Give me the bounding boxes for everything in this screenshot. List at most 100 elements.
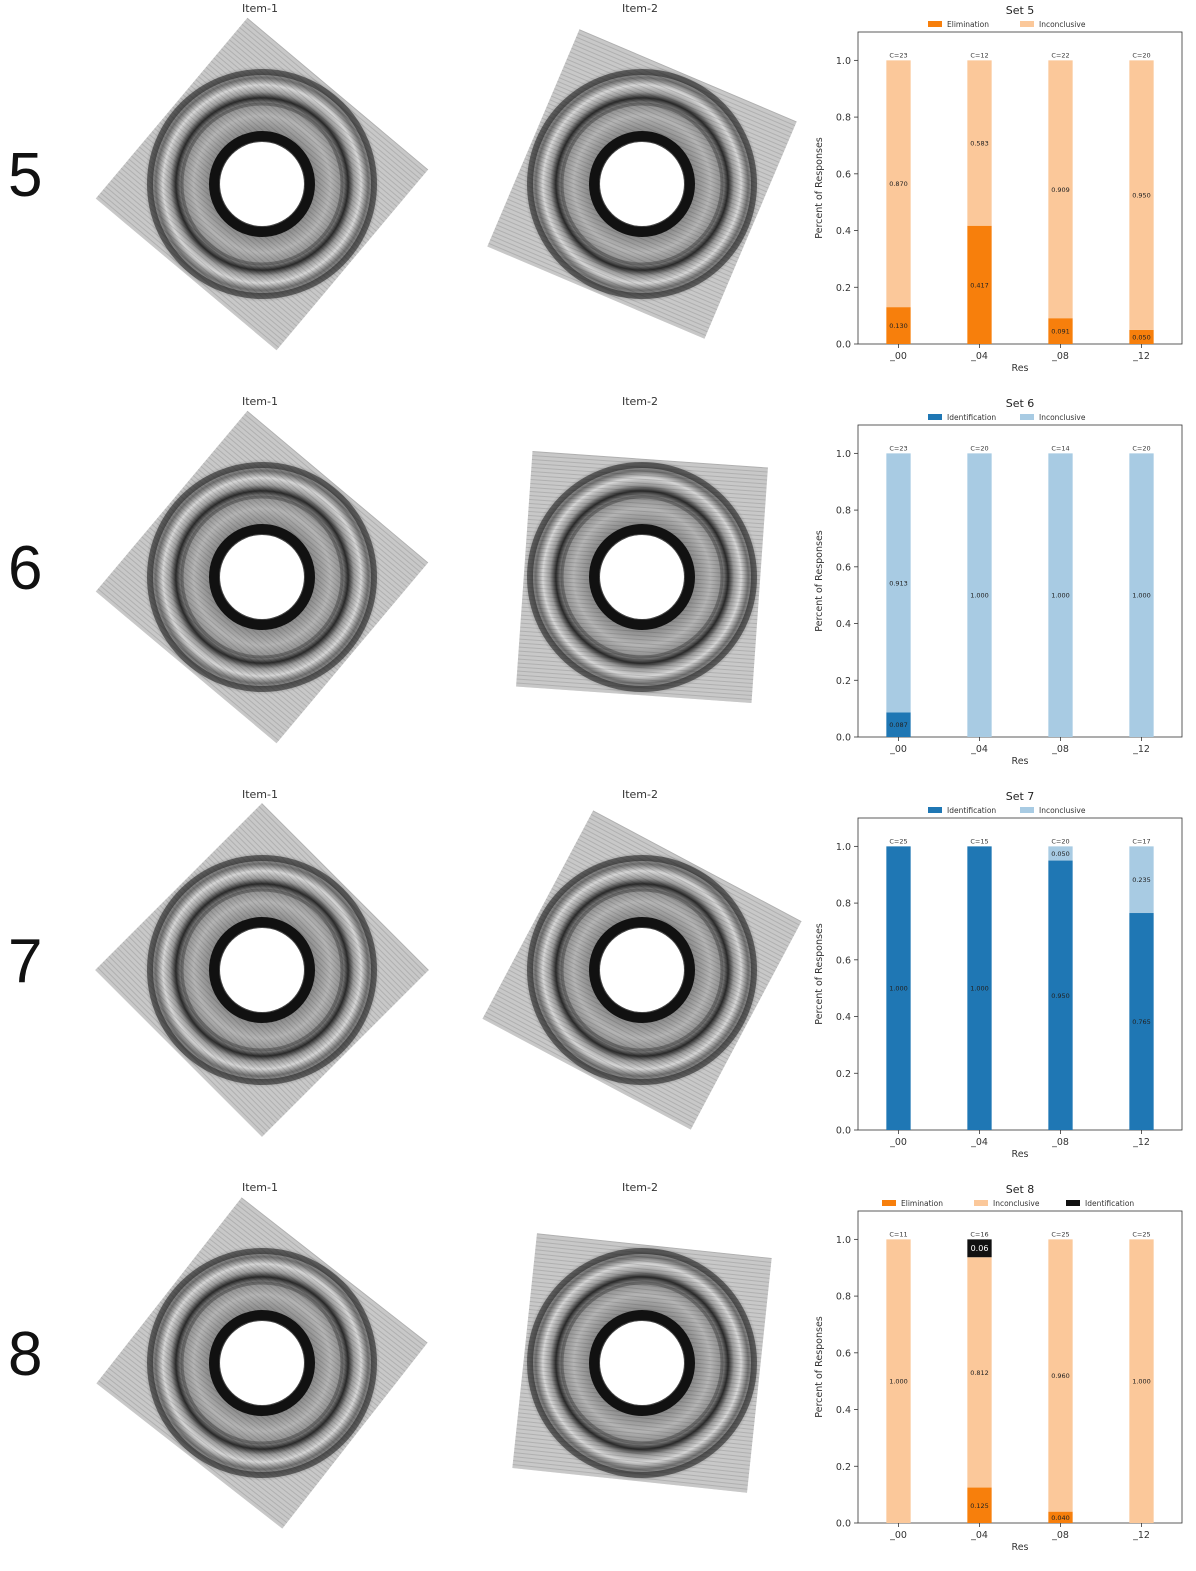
y-tick-label: 1.0 (836, 56, 851, 67)
bar-value-label: 1.000 (970, 592, 989, 600)
chart-title: Set 5 (1006, 4, 1035, 17)
bar-value-label: 1.000 (1051, 592, 1070, 600)
stacked-bar-chart: Set 5 Elimination Inconclusive 0.0 0.2 0.4 0.6… (814, 4, 1183, 374)
bar-value-label: 0.130 (889, 322, 908, 330)
hole-shadow (209, 131, 315, 237)
legend-swatch (928, 807, 942, 813)
plot-frame (857, 1210, 1183, 1524)
bar-value-label: 0.913 (889, 579, 908, 587)
bar-segment (1048, 860, 1073, 1130)
y-tick-label: 0.6 (836, 562, 851, 573)
hole-shadow (209, 524, 315, 630)
item-1-title: Item-1 (241, 395, 278, 408)
bar-count-label: C=25 (889, 837, 907, 845)
bar-value-label: 0.870 (889, 180, 908, 188)
legend-label: Identification (1085, 1199, 1134, 1208)
outer-ring (147, 855, 377, 1085)
x-tick-label: _12 (1132, 351, 1150, 362)
bar-value-label: 0.960 (1051, 1372, 1070, 1380)
x-tick-label: _04 (970, 1530, 988, 1541)
inner-ring (560, 102, 724, 266)
bar-value-label: 0.125 (970, 1502, 989, 1510)
x-tick-label: _00 (889, 351, 907, 362)
center-hole (220, 142, 304, 226)
x-tick-label: _12 (1132, 744, 1150, 755)
chart-title: Set 7 (1006, 790, 1035, 803)
y-tick-label: 0.0 (836, 340, 851, 351)
set-row: 8 Item-1 Item-2 Set 8 Elimination Inconclusiv… (0, 1179, 1196, 1571)
set-number: 6 (8, 534, 43, 603)
bar-value-label: 0.06 (971, 1244, 989, 1253)
bar-segment (1048, 318, 1073, 344)
bar-segment (1129, 60, 1154, 330)
x-tick-label: _00 (889, 744, 907, 755)
item-surface-image (95, 17, 429, 351)
legend-swatch (1066, 1200, 1080, 1206)
y-tick-label: 0.0 (836, 1519, 851, 1530)
item-1-title: Item-1 (241, 788, 278, 801)
legend-label: Inconclusive (1039, 413, 1086, 422)
bar-segment (886, 307, 911, 344)
stacked-bar-chart: Set 7 Identification Inconclusive 0.0 0.2 0.4… (814, 790, 1183, 1160)
x-tick-label: _04 (970, 1137, 988, 1148)
x-tick-label: _08 (1051, 1137, 1069, 1148)
bar-value-label: 0.040 (1051, 1514, 1070, 1522)
item-2-title: Item-2 (621, 395, 658, 408)
inner-ring (560, 888, 724, 1052)
bar-count-label: C=25 (1132, 1230, 1150, 1238)
bar-segment (1129, 453, 1154, 737)
bar-count-label: C=12 (970, 51, 988, 59)
outer-ring (527, 855, 757, 1085)
bar-value-label: 0.765 (1132, 1018, 1151, 1026)
legend-swatch (1020, 414, 1034, 420)
x-axis-label: Res (1012, 363, 1029, 374)
x-tick-label: _00 (889, 1137, 907, 1148)
bar-value-label: 0.950 (1051, 992, 1070, 1000)
outer-ring (527, 462, 757, 692)
bar-count-label: C=25 (1051, 1230, 1069, 1238)
bar-segment (1048, 453, 1073, 737)
y-tick-label: 0.6 (836, 1348, 851, 1359)
x-axis-label: Res (1012, 1542, 1029, 1553)
outer-ring (147, 462, 377, 692)
item-surface-image (96, 1197, 428, 1529)
x-tick-label: _08 (1051, 351, 1069, 362)
bar-count-label: C=20 (1132, 51, 1150, 59)
stacked-bar-chart: Set 8 Elimination Inconclusive Identificati… (814, 1183, 1183, 1553)
bar-segment (886, 453, 911, 713)
legend-label: Elimination (947, 20, 989, 29)
item-surface-image (487, 29, 797, 339)
set-row: 6 Item-1 Item-2 Set 6 Identification Inconclu… (0, 393, 1196, 785)
y-tick-label: 0.8 (836, 506, 851, 517)
bar-segment (967, 225, 992, 344)
bar-segment (1048, 1239, 1073, 1512)
y-tick-label: 1.0 (836, 1235, 851, 1246)
legend-swatch (928, 21, 942, 27)
center-hole (600, 142, 684, 226)
bar-segment (886, 846, 911, 1130)
outer-ring (527, 69, 757, 299)
y-tick-label: 0.0 (836, 1126, 851, 1137)
chart-title: Set 6 (1006, 397, 1035, 410)
hole-shadow (589, 131, 695, 237)
bar-segment (1129, 913, 1154, 1130)
set-row: 7 Item-1 Item-2 Set 7 Identification Inconclu… (0, 786, 1196, 1178)
y-tick-label: 0.8 (836, 899, 851, 910)
bar-count-label: C=23 (889, 444, 907, 452)
bar-value-label: 0.091 (1051, 328, 1070, 336)
bar-value-label: 1.000 (1132, 1378, 1151, 1386)
y-tick-label: 0.2 (836, 1069, 851, 1080)
y-tick-label: 0.2 (836, 1462, 851, 1473)
inner-ring (560, 495, 724, 659)
legend-swatch (928, 414, 942, 420)
outer-ring (527, 1248, 757, 1478)
legend-swatch (882, 1200, 896, 1206)
legend: Elimination Inconclusive (928, 20, 1086, 29)
bar-value-label: 1.000 (1132, 592, 1151, 600)
x-tick-label: _00 (889, 1530, 907, 1541)
bar-count-label: C=23 (889, 51, 907, 59)
item-surface-image (516, 451, 768, 703)
set-number: 8 (8, 1320, 43, 1389)
bar-value-label: 1.000 (889, 1378, 908, 1386)
bar-value-label: 0.050 (1132, 333, 1151, 341)
